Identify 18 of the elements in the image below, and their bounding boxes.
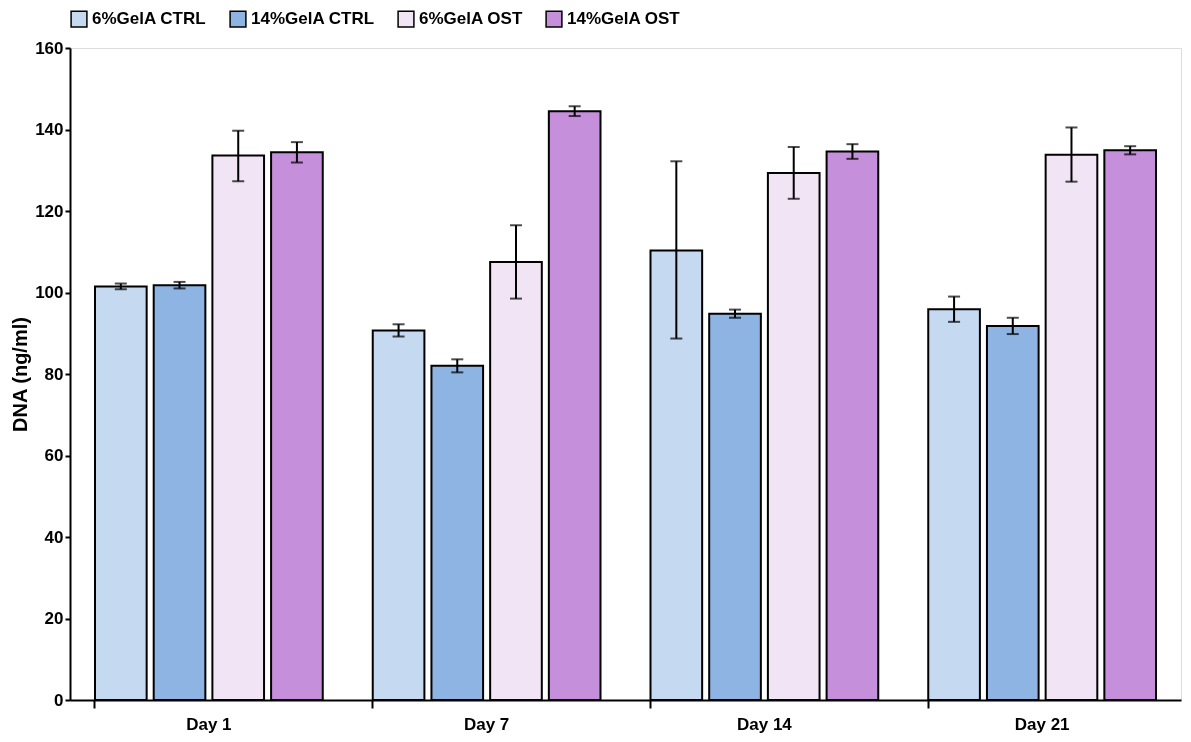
x-tick-label: Day 14 [736, 714, 793, 734]
legend-label: 6%GelA CTRL [92, 9, 206, 29]
y-tick-label: 140 [35, 120, 64, 139]
legend-label: 14%GelA OST [567, 9, 681, 29]
y-tick-label: 100 [35, 283, 64, 302]
y-tick-label: 60 [44, 446, 64, 465]
y-tick-label: 120 [35, 201, 64, 221]
legend-label: 14%GelA CTRL [251, 9, 375, 29]
y-tick-label: 80 [44, 364, 64, 384]
y-axis-title: DNA (ng/ml) [9, 317, 32, 432]
x-tick-label: Day 21 [1014, 714, 1070, 734]
x-tick-label: Day 7 [463, 714, 510, 734]
x-tick-label: Day 1 [186, 714, 232, 734]
legend-label: 6%GelA OST [419, 9, 523, 29]
y-tick-label: 40 [44, 527, 64, 547]
y-tick-label: 20 [44, 609, 64, 628]
y-tick-label: 160 [35, 38, 64, 58]
y-tick-label: 0 [54, 690, 64, 710]
